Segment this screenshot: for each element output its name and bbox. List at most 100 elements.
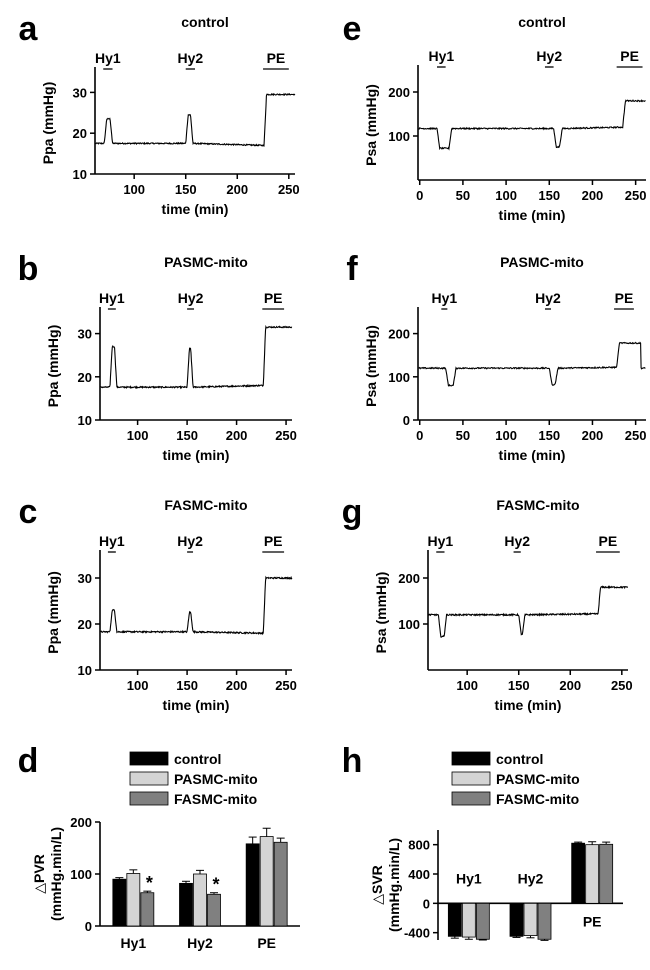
panel-letter-g: g — [342, 493, 363, 531]
pressure-trace — [418, 341, 646, 387]
bar — [461, 902, 476, 938]
x-tick-label: 200 — [226, 182, 248, 197]
y-tick-label: 0 — [423, 896, 430, 911]
event-label: PE — [264, 290, 283, 306]
y-axis-label-line: △PVR — [31, 854, 47, 894]
event-label: Hy1 — [428, 533, 454, 549]
y-axis-label: Psa (mmHg) — [363, 84, 379, 166]
y-axis-label: Ppa (mmHg) — [45, 325, 61, 407]
event-label: Hy1 — [99, 290, 125, 306]
event-label: PE — [599, 533, 618, 549]
x-tick-label: 100 — [127, 678, 149, 693]
bar — [112, 878, 127, 927]
x-tick-label: 200 — [582, 188, 604, 203]
bar — [571, 842, 586, 904]
event-label: Hy1 — [99, 533, 125, 549]
panel-title: FASMC-mito — [496, 497, 579, 513]
x-tick-label: 200 — [582, 428, 604, 443]
x-tick-label: 50 — [456, 188, 470, 203]
legend-swatch — [451, 751, 491, 766]
event-label: Hy2 — [536, 48, 562, 64]
legend-swatch — [129, 771, 169, 786]
x-tick-label: 50 — [456, 428, 470, 443]
category-label: Hy1 — [120, 935, 146, 951]
x-tick-label: 0 — [416, 428, 423, 443]
y-axis-label: Psa (mmHg) — [363, 325, 379, 407]
panel-f: f PASMC-mito 0 100 200 0 50 100 150 200 250 time (m… — [346, 250, 646, 463]
y-tick-label: 100 — [388, 129, 410, 144]
panel-letter-c: c — [19, 493, 38, 531]
panel-a: a control 10 20 30 100 150 200 250 time (min) Ppa … — [19, 10, 300, 217]
bar — [140, 892, 155, 927]
event-label: PE — [264, 533, 283, 549]
y-tick-label: -400 — [404, 926, 430, 941]
panel-title: PASMC-mito — [164, 254, 248, 270]
legend-swatch — [129, 791, 169, 806]
panel-d: d control PASMC-mito FASMC-mito 0 100 200 △PVR(… — [18, 742, 300, 951]
y-tick-label: 200 — [398, 571, 420, 586]
x-tick-label: 250 — [275, 678, 297, 693]
y-tick-label: 100 — [388, 370, 410, 385]
y-tick-label: 30 — [78, 327, 92, 342]
x-tick-label: 0 — [416, 188, 423, 203]
bar — [585, 844, 600, 904]
panel-b: b PASMC-mito 10 20 30 100 150 200 250 time (min) P… — [18, 250, 297, 463]
y-tick-label: 200 — [388, 327, 410, 342]
panel-c: c FASMC-mito 10 20 30 100 150 200 250 time (min) P… — [19, 493, 297, 713]
bar — [523, 902, 538, 936]
panel-e: e control 100 200 0 50 100 150 200 250 time (min) P… — [343, 10, 647, 223]
x-tick-label: 150 — [176, 428, 198, 443]
legend-label: control — [496, 751, 543, 767]
category-label: Hy2 — [187, 935, 213, 951]
x-tick-label: 250 — [611, 678, 633, 693]
x-tick-label: 200 — [226, 428, 248, 443]
event-label: Hy2 — [535, 290, 561, 306]
bar — [509, 902, 524, 937]
bar — [475, 902, 490, 940]
y-tick-label: 30 — [78, 571, 92, 586]
panel-letter-f: f — [346, 250, 358, 288]
event-label: Hy1 — [428, 48, 454, 64]
pressure-trace — [100, 324, 293, 390]
y-tick-label: 0 — [403, 413, 410, 428]
y-tick-label: 0 — [85, 919, 92, 934]
x-tick-label: 250 — [625, 428, 647, 443]
pressure-trace — [428, 585, 628, 638]
bar — [273, 841, 288, 927]
panel-title: control — [518, 14, 565, 30]
legend-label: PASMC-mito — [174, 771, 258, 787]
y-axis-label: △SVR (mmHg.min/L) — [369, 838, 402, 932]
event-label: PE — [620, 48, 639, 64]
y-tick-label: 200 — [70, 815, 92, 830]
x-tick-label: 250 — [275, 428, 297, 443]
legend-label: FASMC-mito — [174, 791, 257, 807]
x-tick-label: 150 — [176, 678, 198, 693]
panel-letter-b: b — [18, 250, 39, 288]
legend-swatch — [129, 751, 169, 766]
y-tick-label: 100 — [70, 867, 92, 882]
panel-title: FASMC-mito — [164, 497, 247, 513]
bar — [193, 873, 207, 927]
panel-letter-e: e — [343, 10, 362, 48]
event-label: Hy2 — [177, 533, 203, 549]
x-tick-label: 100 — [127, 428, 149, 443]
bar — [245, 843, 260, 927]
event-label: PE — [615, 290, 634, 306]
x-axis-label: time (min) — [163, 697, 230, 713]
y-tick-label: 20 — [78, 370, 92, 385]
event-label: Hy1 — [95, 50, 121, 66]
x-tick-label: 150 — [538, 188, 560, 203]
x-axis-label: time (min) — [499, 207, 566, 223]
x-tick-label: 200 — [559, 678, 581, 693]
bar — [599, 843, 614, 904]
x-tick-label: 100 — [495, 188, 517, 203]
x-tick-label: 250 — [278, 182, 300, 197]
category-label: Hy1 — [456, 870, 482, 886]
y-tick-label: 10 — [78, 413, 92, 428]
y-tick-label: 10 — [78, 663, 92, 678]
legend-label: control — [174, 751, 221, 767]
x-tick-label: 100 — [495, 428, 517, 443]
y-axis-label-line: (mmHg.min/L) — [386, 838, 402, 932]
y-tick-label: 20 — [78, 617, 92, 632]
bar — [179, 882, 193, 927]
